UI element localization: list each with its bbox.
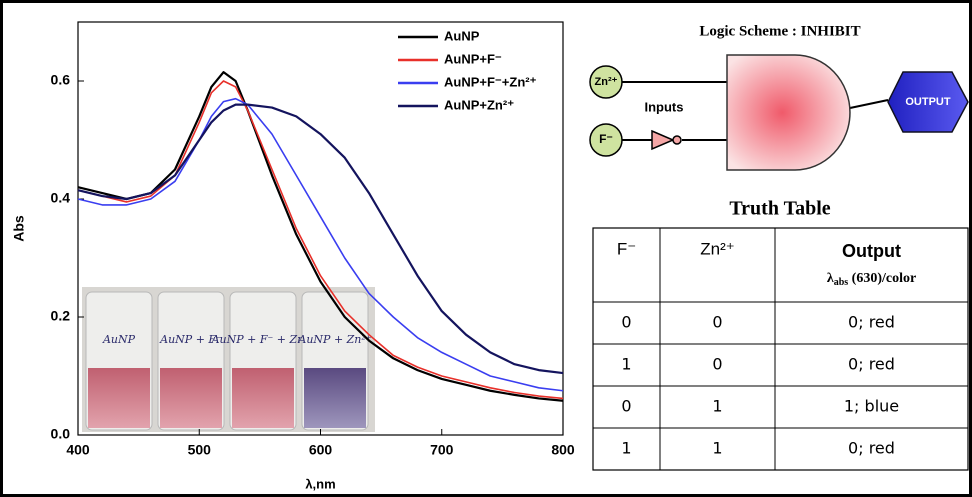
table-cell: 1 (712, 439, 722, 458)
input-label: Zn²⁺ (595, 76, 618, 88)
table-cell: 0 (712, 313, 722, 332)
output-label: OUTPUT (905, 96, 951, 108)
table-cell: 0; red (848, 355, 895, 374)
y-tick-label: 0.6 (51, 72, 71, 88)
y-axis-label: Abs (11, 215, 27, 242)
series-line (77, 103, 564, 375)
series-line (77, 97, 564, 392)
x-tick-label: 600 (309, 442, 333, 458)
vial-liquid (88, 368, 150, 428)
vial-label: AuNP + F⁻ + Zn²⁺ (211, 333, 315, 346)
table-cell: 1 (621, 355, 631, 374)
table-header: F⁻ (617, 239, 636, 258)
vial-label: AuNP (102, 333, 136, 346)
y-tick-label: 0.2 (51, 308, 71, 324)
table-cell: 1 (712, 397, 722, 416)
table-header: Zn²⁺ (700, 239, 734, 258)
x-tick-label: 500 (188, 442, 212, 458)
vial-liquid (232, 368, 294, 428)
table-cell: 0 (621, 313, 631, 332)
legend-label: AuNP+F⁻+Zn²⁺ (444, 74, 537, 89)
y-tick-label: 0.0 (51, 426, 71, 442)
table-header: Output (842, 241, 901, 261)
header-part: λ (827, 271, 834, 286)
table-header-detail: λabs (630)/color (827, 271, 916, 288)
table-title: Truth Table (729, 198, 830, 220)
table-cell: 0; red (848, 313, 895, 332)
table-border (592, 227, 969, 471)
legend-label: AuNP (444, 28, 480, 43)
vial-label: AuNP + F⁻ (159, 333, 222, 346)
table-cell: 0 (621, 397, 631, 416)
table-cell: 1 (621, 439, 631, 458)
photo-inset: AuNP AuNP + F⁻AuNP + F⁻ + Zn²⁺AuNP + Zn²⁺ (82, 287, 375, 432)
table-cell: 0 (712, 355, 722, 374)
x-tick-label: 400 (66, 442, 90, 458)
legend-label: AuNP+Zn²⁺ (444, 97, 514, 112)
logic-title: Logic Scheme : INHIBIT (699, 23, 860, 39)
legend-label: AuNP+F⁻ (444, 51, 502, 66)
vial-liquid (160, 368, 222, 428)
header-part: (630)/color (848, 271, 916, 286)
table-cell: 1; blue (844, 397, 899, 416)
logic-diagram (589, 54, 969, 171)
y-tick-label: 0.4 (51, 190, 71, 206)
table-cell: 0; red (848, 439, 895, 458)
header-part: abs (834, 277, 849, 288)
x-tick-label: 700 (430, 442, 454, 458)
x-tick-label: 800 (551, 442, 575, 458)
x-axis-label: λ,nm (305, 476, 335, 491)
series-line (77, 71, 564, 402)
vial-liquid (304, 368, 366, 428)
vial-label: AuNP + Zn²⁺ (297, 333, 371, 346)
input-label: F⁻ (599, 132, 613, 146)
inputs-caption: Inputs (645, 99, 684, 114)
